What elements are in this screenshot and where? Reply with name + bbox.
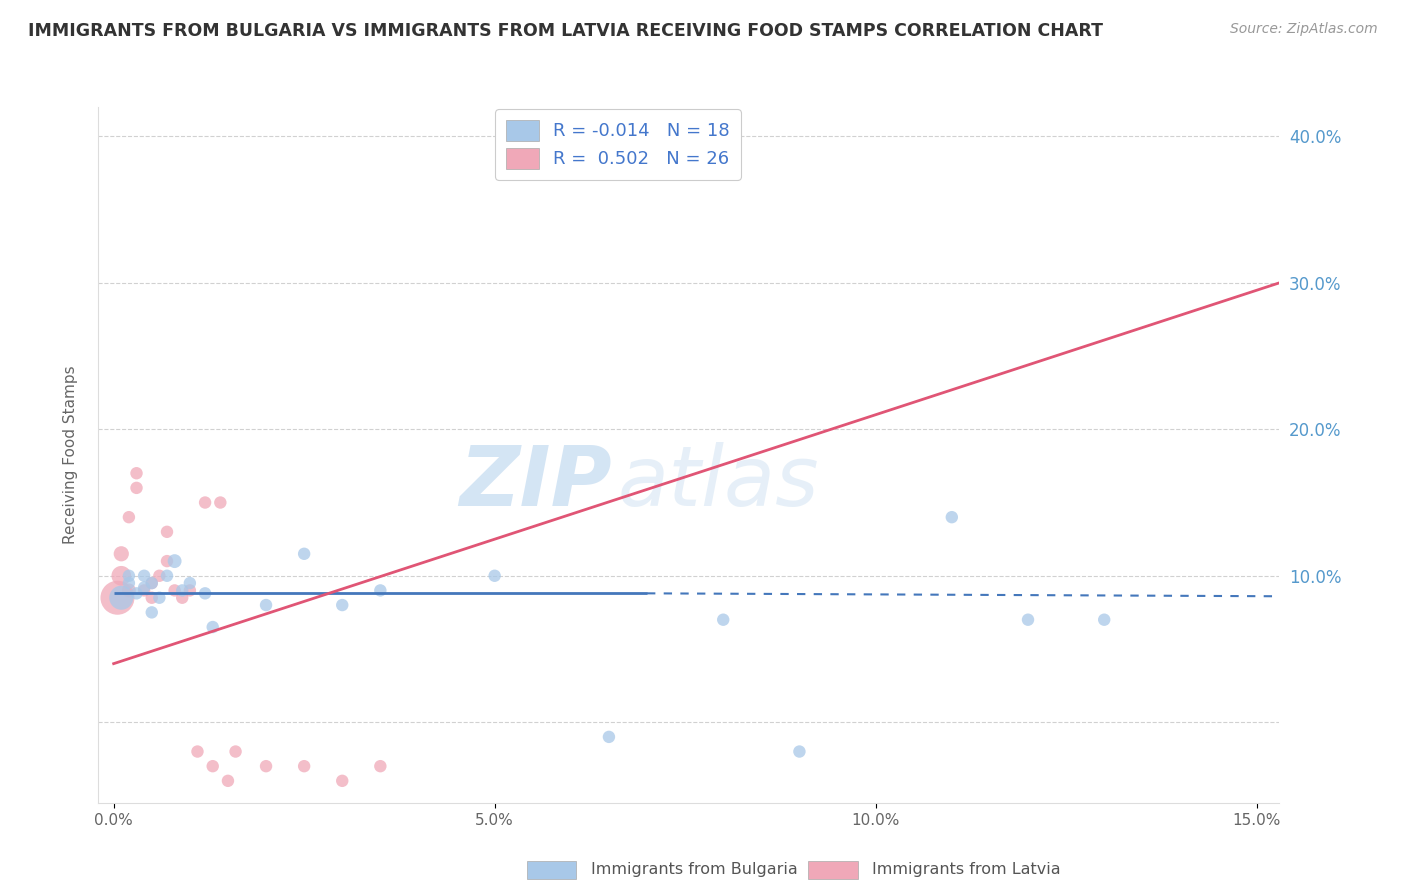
Point bbox=[186, 745, 208, 759]
Point bbox=[156, 568, 179, 582]
Point bbox=[110, 591, 132, 605]
Point bbox=[141, 576, 163, 591]
Point bbox=[172, 591, 194, 605]
Point bbox=[134, 581, 156, 595]
Text: ZIP: ZIP bbox=[460, 442, 612, 524]
Point bbox=[172, 583, 194, 598]
Point bbox=[125, 586, 148, 600]
Point bbox=[163, 583, 186, 598]
Text: IMMIGRANTS FROM BULGARIA VS IMMIGRANTS FROM LATVIA RECEIVING FOOD STAMPS CORRELA: IMMIGRANTS FROM BULGARIA VS IMMIGRANTS F… bbox=[28, 22, 1104, 40]
Point bbox=[179, 583, 201, 598]
Point bbox=[254, 759, 277, 773]
Text: Immigrants from Latvia: Immigrants from Latvia bbox=[872, 863, 1060, 877]
Y-axis label: Receiving Food Stamps: Receiving Food Stamps bbox=[63, 366, 77, 544]
Point bbox=[118, 510, 141, 524]
Point bbox=[292, 547, 315, 561]
Point bbox=[156, 524, 179, 539]
Point bbox=[217, 773, 239, 788]
Text: Immigrants from Bulgaria: Immigrants from Bulgaria bbox=[591, 863, 797, 877]
Point bbox=[107, 591, 129, 605]
Point bbox=[292, 759, 315, 773]
Point bbox=[148, 568, 170, 582]
Point bbox=[225, 745, 247, 759]
Text: atlas: atlas bbox=[619, 442, 820, 524]
Point bbox=[141, 591, 163, 605]
Point bbox=[194, 586, 217, 600]
Point bbox=[598, 730, 620, 744]
Point bbox=[179, 576, 201, 591]
Point bbox=[118, 583, 141, 598]
Point bbox=[370, 583, 392, 598]
Legend: R = -0.014   N = 18, R =  0.502   N = 26: R = -0.014 N = 18, R = 0.502 N = 26 bbox=[495, 109, 741, 179]
Point bbox=[134, 583, 156, 598]
Point bbox=[125, 481, 148, 495]
Point bbox=[110, 547, 132, 561]
Point bbox=[1017, 613, 1039, 627]
Point bbox=[330, 773, 353, 788]
Point bbox=[201, 759, 224, 773]
Point bbox=[201, 620, 224, 634]
Point bbox=[330, 598, 353, 612]
Point bbox=[118, 568, 141, 582]
Point bbox=[141, 576, 163, 591]
Text: Source: ZipAtlas.com: Source: ZipAtlas.com bbox=[1230, 22, 1378, 37]
Point bbox=[254, 598, 277, 612]
Point bbox=[789, 745, 811, 759]
Point bbox=[125, 467, 148, 481]
Point bbox=[370, 759, 392, 773]
Point bbox=[156, 554, 179, 568]
Point bbox=[194, 495, 217, 509]
Point bbox=[163, 554, 186, 568]
Point bbox=[134, 568, 156, 582]
Point bbox=[941, 510, 963, 524]
Point bbox=[148, 591, 170, 605]
Point bbox=[484, 568, 506, 582]
Point bbox=[209, 495, 232, 509]
Point bbox=[711, 613, 734, 627]
Point bbox=[1092, 613, 1115, 627]
Point bbox=[141, 606, 163, 620]
Point bbox=[118, 576, 141, 591]
Point bbox=[110, 568, 132, 582]
